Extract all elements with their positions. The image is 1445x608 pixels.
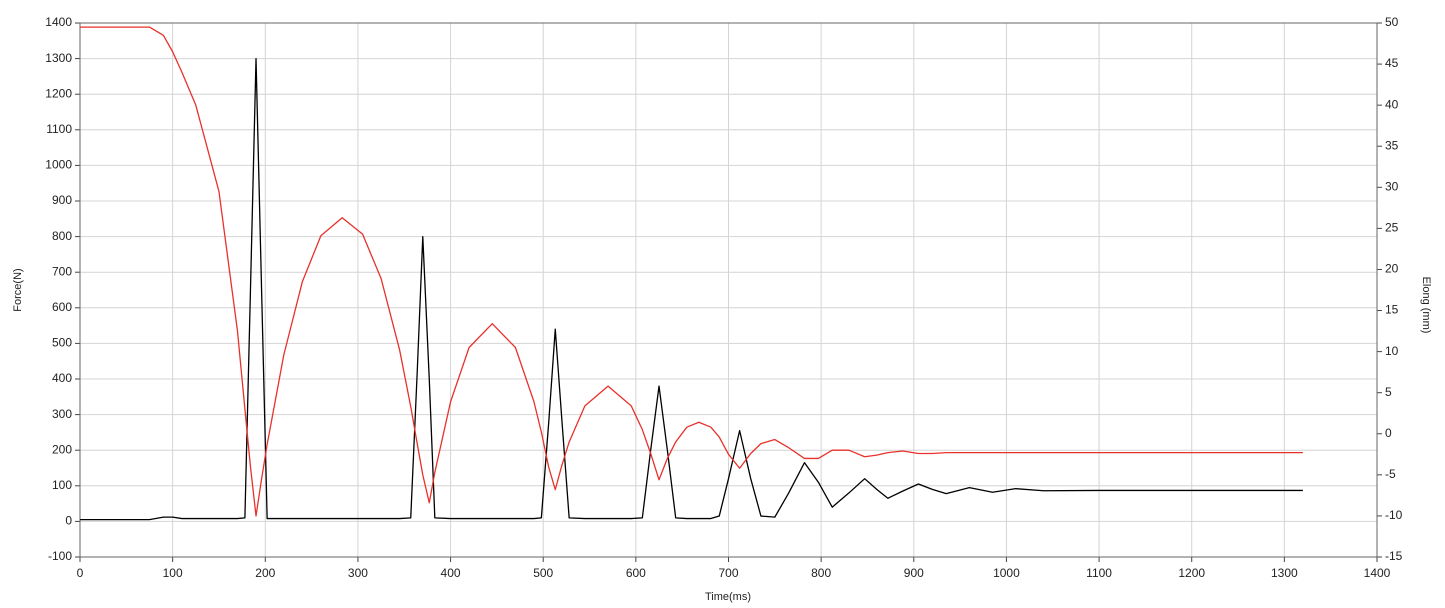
y2-tick-label: 15: [1385, 303, 1399, 317]
y-tick-label: 700: [52, 264, 72, 278]
x-tick-label: 100: [163, 566, 183, 580]
y2-tick-label: 20: [1385, 262, 1399, 276]
y-tick-label: 0: [65, 514, 72, 528]
y2-tick-label: 25: [1385, 221, 1399, 235]
y-axis-title: Force(N): [12, 268, 24, 311]
y2-tick-label: -5: [1385, 467, 1396, 481]
y-tick-label: 400: [52, 371, 72, 385]
x-tick-label: 1100: [1086, 566, 1112, 580]
y-tick-label: 800: [52, 229, 72, 243]
y-tick-label: 100: [52, 478, 72, 492]
y-tick-label: -100: [48, 549, 72, 563]
y-tick-label: 1200: [45, 86, 72, 100]
x-tick-label: 1300: [1271, 566, 1298, 580]
y2-tick-label: 45: [1385, 56, 1399, 70]
x-tick-label: 1400: [1364, 566, 1391, 580]
x-tick-label: 1000: [993, 566, 1020, 580]
y2-tick-label: -10: [1385, 508, 1403, 522]
y-tick-label: 900: [52, 193, 72, 207]
y2-tick-label: 40: [1385, 97, 1399, 111]
data-line: [80, 26, 1303, 517]
x-tick-label: 900: [904, 566, 924, 580]
x-axis-title: Time(ms): [705, 591, 751, 603]
x-tick-label: 800: [811, 566, 831, 580]
x-tick-label: 300: [348, 566, 368, 580]
plot-frame: [79, 22, 1378, 558]
x-tick-label: 500: [533, 566, 553, 580]
x-tick-label: 200: [255, 566, 275, 580]
y-tick-label: 600: [52, 300, 72, 314]
data-line: [80, 57, 1303, 521]
y2-axis-title: Elong (mm): [1420, 277, 1432, 334]
y2-tick-label: 0: [1385, 426, 1392, 440]
y-tick-label: 1000: [45, 158, 72, 172]
y2-tick-label: 5: [1385, 385, 1392, 399]
y-tick-label: 300: [52, 407, 72, 421]
y-tick-label: 200: [52, 442, 72, 456]
y-tick-label: 500: [52, 336, 72, 350]
y-tick-label: 1400: [45, 15, 72, 29]
y-tick-label: 1300: [45, 51, 72, 65]
y2-tick-label: 50: [1385, 15, 1399, 29]
y2-tick-label: 30: [1385, 179, 1399, 193]
x-tick-label: 700: [718, 566, 738, 580]
y-tick-label: 1100: [46, 122, 72, 136]
x-tick-label: 600: [626, 566, 646, 580]
x-tick-label: 400: [441, 566, 461, 580]
y2-tick-label: 35: [1385, 138, 1399, 152]
y2-tick-label: 10: [1385, 344, 1399, 358]
y2-tick-label: -15: [1385, 549, 1403, 563]
x-tick-label: 1200: [1178, 566, 1205, 580]
x-tick-label: 0: [77, 566, 84, 580]
